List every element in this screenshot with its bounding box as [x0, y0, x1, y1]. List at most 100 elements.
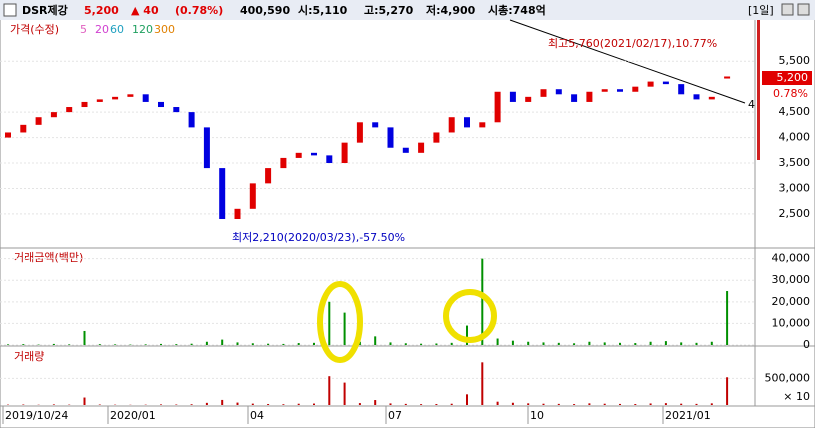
- bar: [282, 344, 284, 345]
- candle: [173, 107, 179, 112]
- bar: [512, 341, 514, 345]
- volume: 400,590: [240, 4, 290, 17]
- candle: [250, 183, 256, 208]
- legend-entry: 60: [110, 23, 124, 36]
- x-tick-label: 07: [388, 409, 402, 422]
- candle: [265, 168, 271, 183]
- bar: [497, 402, 499, 405]
- candle: [678, 84, 684, 94]
- candle: [724, 76, 730, 78]
- candle: [357, 122, 363, 142]
- marker: 4: [748, 98, 755, 111]
- bar: [114, 344, 116, 345]
- candle: [571, 94, 577, 102]
- bar: [344, 313, 346, 345]
- bar: [7, 344, 9, 345]
- y-tick-label: 10,000: [772, 316, 811, 329]
- bar: [573, 343, 575, 345]
- bar: [481, 362, 483, 405]
- bar: [282, 404, 284, 405]
- legend-entry: 300: [154, 23, 175, 36]
- bar: [405, 343, 407, 345]
- candle: [388, 127, 394, 147]
- bar: [420, 404, 422, 405]
- bar: [68, 344, 70, 345]
- bar: [650, 342, 652, 345]
- candle: [648, 82, 654, 87]
- candle: [219, 168, 225, 219]
- bar: [359, 403, 361, 405]
- candle: [296, 153, 302, 158]
- price: 5,200: [84, 4, 119, 17]
- legend-entry: 가격(수정): [10, 23, 59, 36]
- max-button[interactable]: [782, 4, 793, 15]
- change: ▲ 40: [131, 4, 159, 17]
- y-tick-label: 2,500: [779, 207, 811, 220]
- bar: [420, 344, 422, 345]
- bar: [53, 404, 55, 405]
- bar: [711, 403, 713, 405]
- bar: [435, 343, 437, 345]
- y-tick-label: 40,000: [772, 252, 811, 265]
- bar: [604, 404, 606, 405]
- bar: [680, 342, 682, 345]
- candle: [372, 122, 378, 127]
- candle: [632, 87, 638, 92]
- bar: [252, 404, 254, 405]
- market-cap: 시총:748억: [488, 3, 546, 17]
- checkbox[interactable]: [4, 4, 16, 16]
- bar: [696, 343, 698, 345]
- candle: [541, 89, 547, 97]
- high: 고:5,270: [364, 4, 414, 17]
- open: 시:5,110: [298, 4, 348, 17]
- candle: [20, 125, 26, 133]
- bar: [558, 343, 560, 345]
- bar: [160, 404, 162, 405]
- x-tick-label: 10: [530, 409, 544, 422]
- unit-label: × 10: [783, 390, 810, 403]
- candle: [617, 89, 623, 92]
- y-tick-label: 0: [803, 338, 810, 351]
- bar: [206, 403, 208, 405]
- close-button[interactable]: [798, 4, 809, 15]
- candle: [433, 132, 439, 142]
- candle: [127, 94, 133, 97]
- bar: [466, 394, 468, 405]
- period[interactable]: [1일]: [748, 3, 774, 17]
- bar: [696, 404, 698, 405]
- bar: [84, 398, 86, 405]
- bar: [451, 343, 453, 345]
- x-tick-label: 04: [250, 409, 264, 422]
- last-pct: 0.78%: [773, 87, 808, 100]
- candle: [418, 143, 424, 153]
- x-tick-label: 2020/01: [110, 409, 156, 422]
- bar: [160, 344, 162, 345]
- candle: [525, 97, 531, 102]
- bar: [206, 342, 208, 345]
- candle: [36, 117, 42, 125]
- bar: [543, 342, 545, 345]
- candle: [403, 148, 409, 153]
- bar: [390, 342, 392, 345]
- y-tick-label: 5,500: [779, 54, 811, 67]
- bar: [374, 400, 376, 405]
- bar: [527, 403, 529, 405]
- candle: [479, 122, 485, 127]
- candle: [158, 102, 164, 107]
- bar: [390, 403, 392, 405]
- bar: [145, 344, 147, 345]
- y-tick-label: 3,500: [779, 156, 811, 169]
- bar: [191, 404, 193, 405]
- candle: [663, 82, 669, 85]
- bar: [344, 383, 346, 405]
- x-tick-label: 2021/01: [665, 409, 711, 422]
- bar: [726, 291, 728, 345]
- bar: [252, 343, 254, 345]
- bar: [328, 376, 330, 405]
- y-tick-label: 20,000: [772, 295, 811, 308]
- bar: [619, 343, 621, 345]
- candle: [235, 209, 241, 219]
- low: 저:4,900: [426, 3, 476, 17]
- bar: [22, 344, 24, 345]
- bar: [680, 404, 682, 405]
